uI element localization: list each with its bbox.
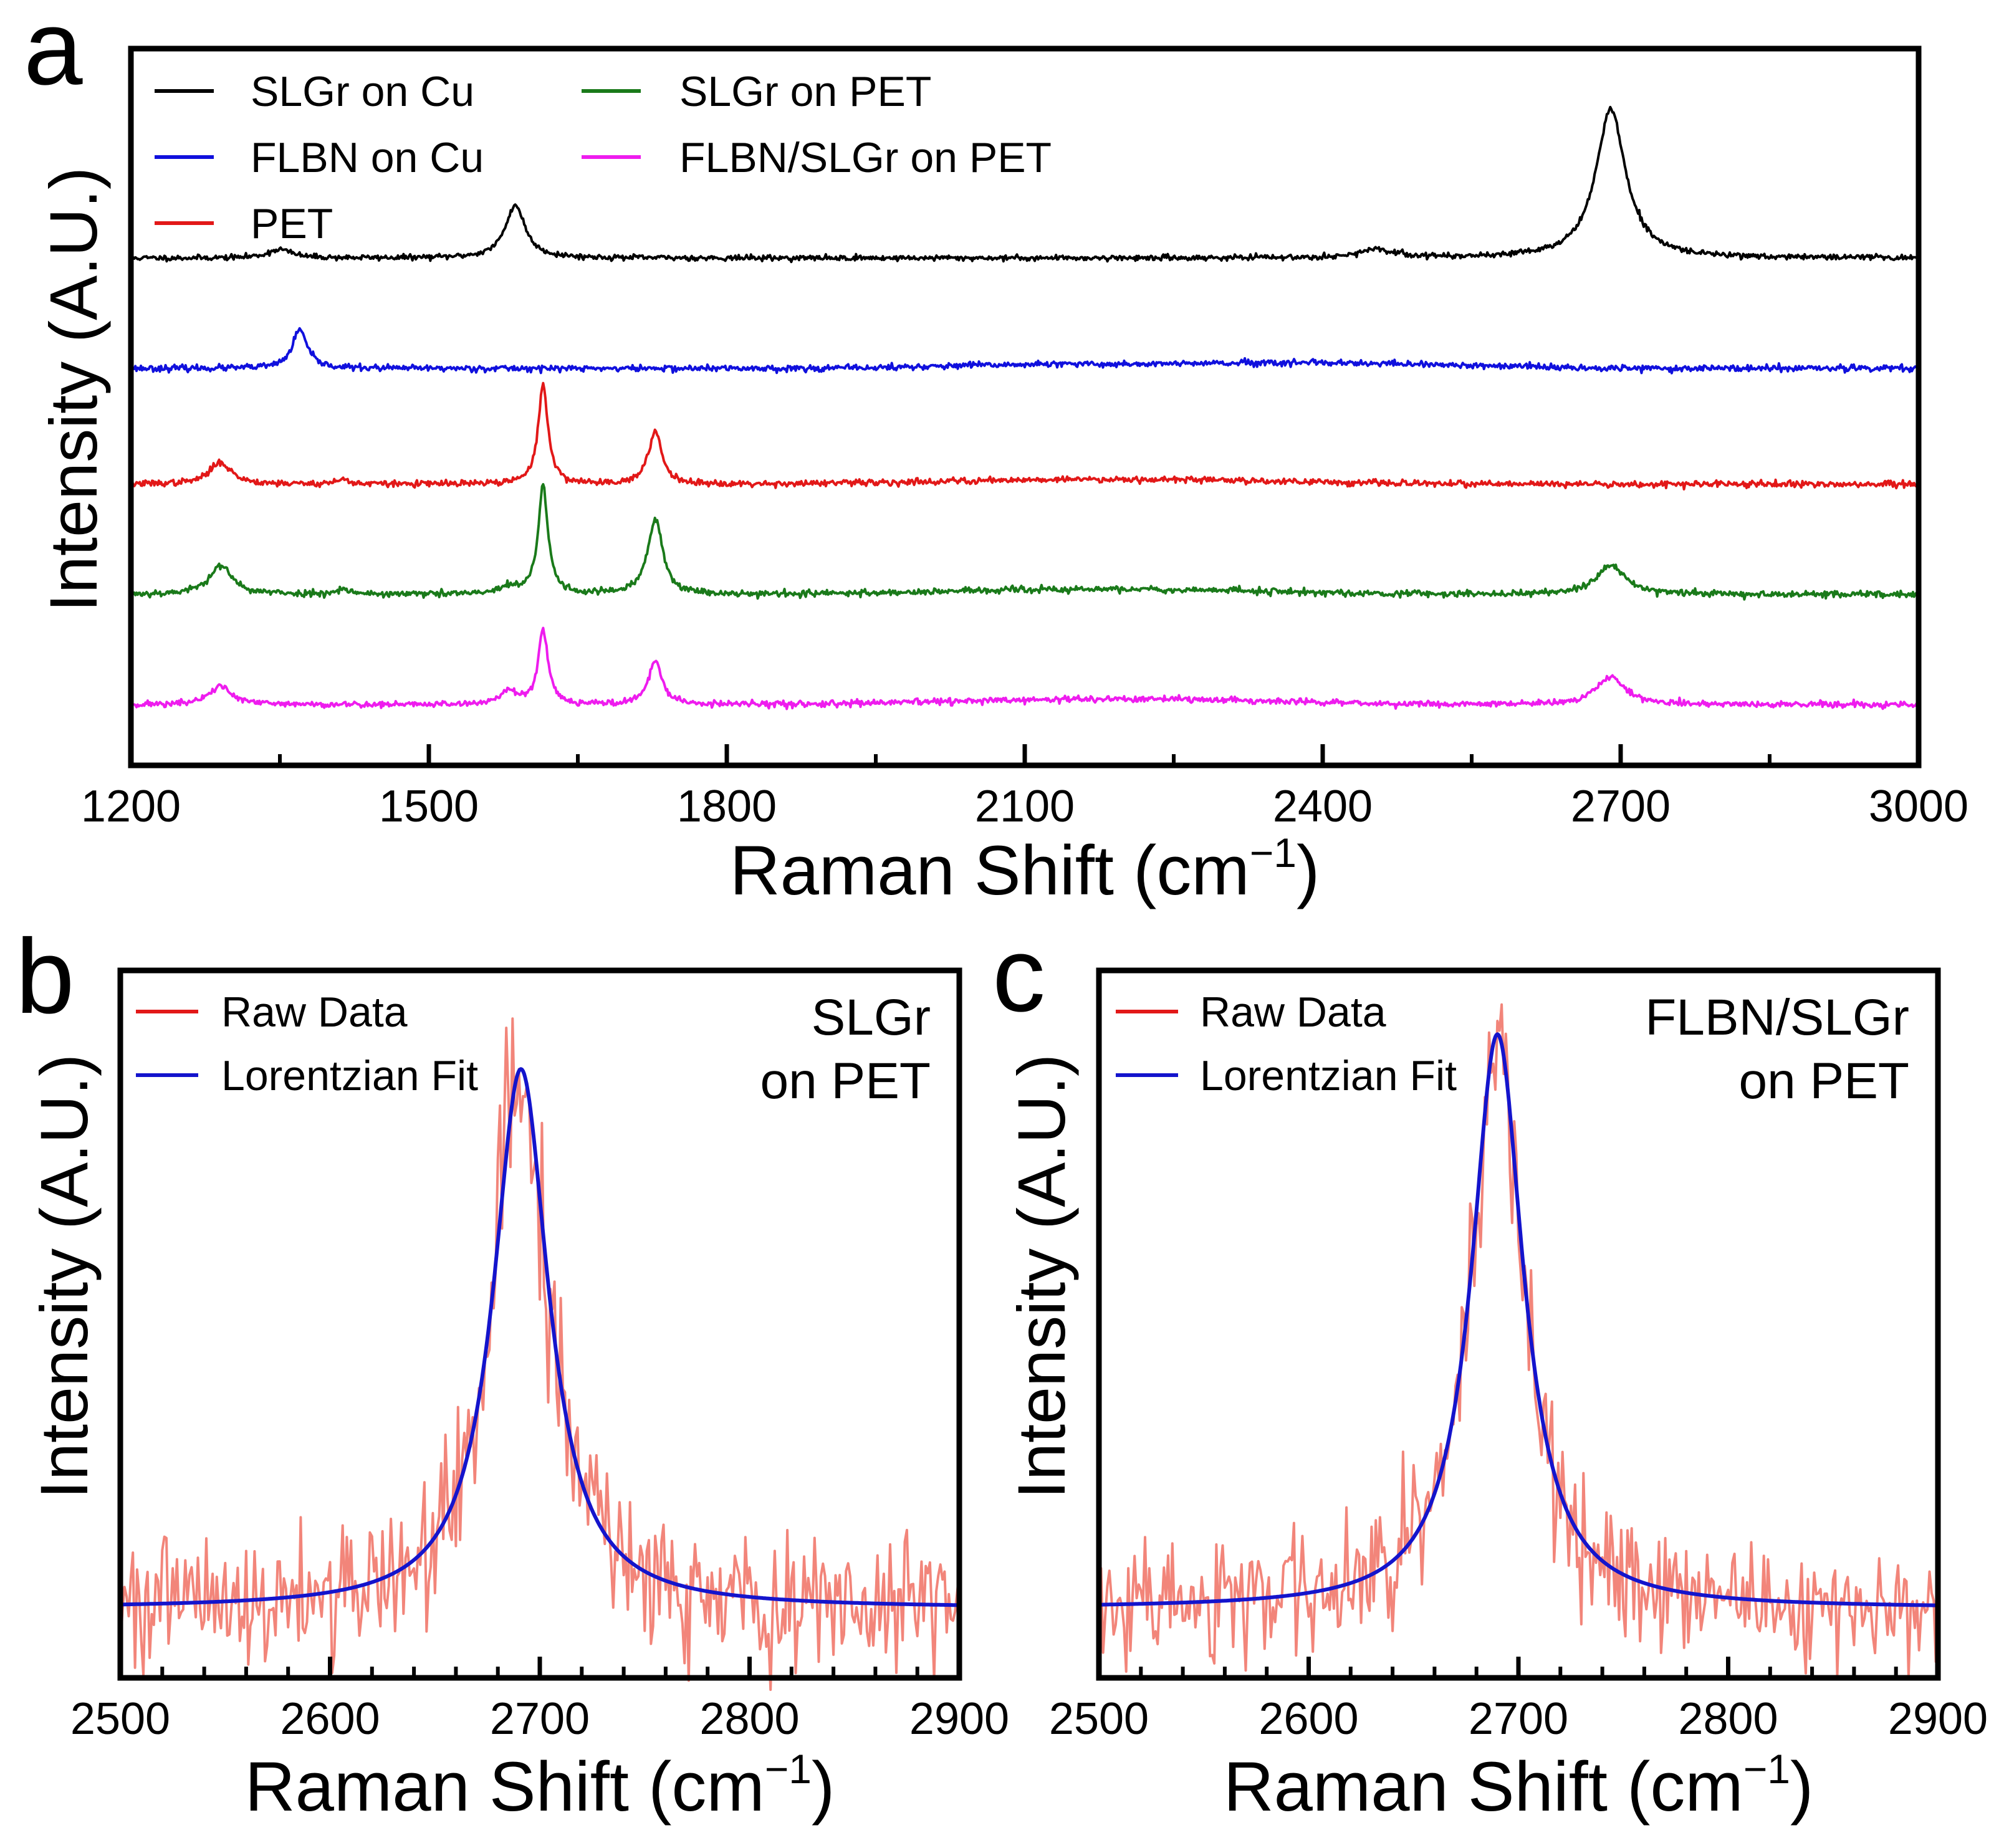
panel-c-ylabel: Intensity (A.U.) [1004,1054,1079,1499]
series-line-flbn-on-cu [130,327,1919,375]
panel-b-tick-label-2500: 2500 [70,1694,170,1744]
panel-a-tick-label-1500: 1500 [379,782,479,831]
panel-c-legend: Raw Data Lorentzian Fit [1116,989,1457,1099]
legend-label-pet: PET [251,200,333,247]
panel-a-xlabel: Raman Shift (cm−1) [730,830,1320,909]
panel-a-legend: SLGr on Cu FLBN on Cu PET SLGr on PET FL… [155,68,1052,247]
panel-a-xlabel-main: Raman Shift (cm [730,831,1250,909]
panel-c-tick-label-2900: 2900 [1888,1694,1988,1744]
legend-label-slgr-pet: SLGr on PET [679,68,931,115]
panel-c-x-tick-labels: 2500 2600 2700 2800 2900 [1049,1694,1988,1744]
panel-c: c Intensity (A.U.) 2500 2600 2700 2800 2900 … [992,916,1988,1826]
panel-b-xlabel: Raman Shift (cm−1) [245,1746,835,1826]
panel-c-legend-label-raw: Raw Data [1200,989,1386,1036]
panel-c-annotation-line1: FLBN/SLGr [1645,989,1909,1046]
panel-c-raw-data-line [1098,1003,1939,1678]
panel-b: b Intensity (A.U.) 2500 2600 2700 2800 2900 … [16,917,1009,1826]
panel-b-lorentzian-fit-line [119,1067,961,1607]
series-line-flbn-slgr-on-pet [130,626,1920,711]
panel-a-ylabel: Intensity (A.U.) [36,167,111,612]
panel-b-legend: Raw Data Lorentzian Fit [136,989,478,1099]
panel-c-xlabel-sup: −1 [1743,1746,1790,1792]
panel-a-xlabel-sup: −1 [1250,830,1297,876]
panel-c-tick-label-2500: 2500 [1049,1694,1149,1744]
panel-c-xlabel-close: ) [1790,1748,1813,1826]
panel-a-tick-label-1200: 1200 [81,782,181,831]
panel-a-tick-label-2400: 2400 [1273,782,1373,831]
panel-b-x-tick-labels: 2500 2600 2700 2800 2900 [70,1694,1009,1744]
panel-b-series-group [119,1017,961,1692]
panel-a-tick-label-3000: 3000 [1869,782,1968,831]
panel-b-tick-label-2700: 2700 [490,1694,590,1744]
panel-b-xlabel-main: Raman Shift (cm [245,1748,765,1826]
series-line-slgr-on-pet [130,483,1920,601]
panel-b-legend-label-raw: Raw Data [221,989,408,1036]
legend-label-slgr-cu: SLGr on Cu [251,68,474,115]
panel-a-tick-label-2700: 2700 [1571,782,1671,831]
panel-c-tick-label-2700: 2700 [1469,1694,1568,1744]
panel-b-legend-label-fit: Lorentzian Fit [221,1052,478,1099]
panel-a-series-group [130,105,1920,711]
panel-a-tick-label-1800: 1800 [677,782,777,831]
legend-label-flbn-cu: FLBN on Cu [251,134,484,181]
panel-a: a Intensity (A.U.) 1200 1500 1800 2100 2400 2… [24,0,1968,909]
panel-c-x-ticks [1096,1657,1940,1678]
panel-b-raw-data-line [119,1017,961,1692]
series-line-pet [130,381,1920,491]
panel-c-xlabel: Raman Shift (cm−1) [1224,1746,1814,1826]
panel-b-ylabel: Intensity (A.U.) [26,1054,102,1499]
panel-c-tick-label-2800: 2800 [1678,1694,1778,1744]
legend-label-flbn-slgr-pet: FLBN/SLGr on PET [679,134,1052,181]
panel-b-letter: b [16,917,75,1036]
panel-c-xlabel-main: Raman Shift (cm [1224,1748,1743,1826]
panel-a-tick-label-2100: 2100 [975,782,1075,831]
panel-c-legend-label-fit: Lorentzian Fit [1200,1052,1457,1099]
panel-b-tick-label-2800: 2800 [699,1694,799,1744]
panel-a-x-tick-labels: 1200 1500 1800 2100 2400 2700 3000 [81,782,1968,831]
panel-c-series-group [1098,1003,1939,1678]
panel-c-tick-label-2600: 2600 [1258,1694,1358,1744]
panel-a-x-ticks [128,744,1921,765]
panel-b-x-ticks [118,1657,962,1678]
panel-b-xlabel-close: ) [812,1748,835,1826]
panel-a-xlabel-close: ) [1297,831,1320,909]
panel-b-xlabel-sup: −1 [765,1746,812,1792]
panel-c-letter: c [992,916,1045,1034]
panel-b-tick-label-2900: 2900 [909,1694,1009,1744]
panel-c-annotation-line2: on PET [1739,1053,1909,1109]
panel-b-annotation-line1: SLGr [812,989,931,1046]
panel-b-annotation-line2: on PET [760,1053,931,1109]
panel-c-lorentzian-fit-line [1098,1032,1939,1607]
panel-b-tick-label-2600: 2600 [280,1694,380,1744]
series-line-slgr-on-cu [130,105,1919,264]
panel-a-letter: a [24,0,83,107]
